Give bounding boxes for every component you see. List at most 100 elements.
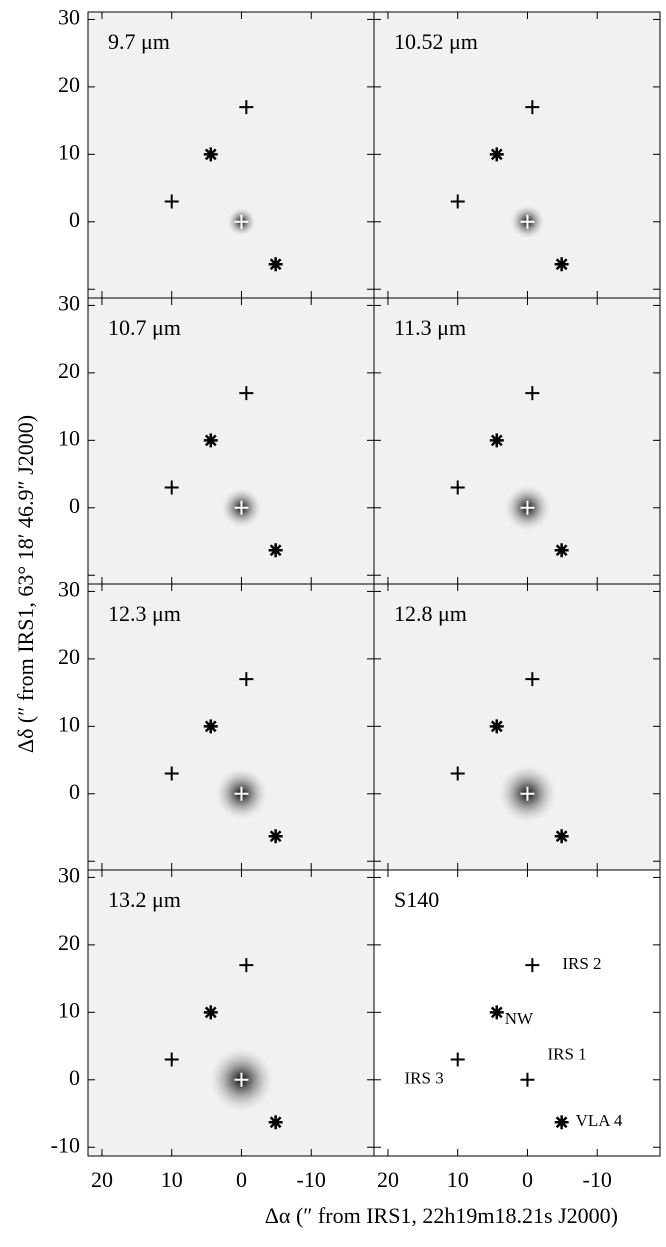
- source-marker: [234, 1072, 249, 1087]
- source-marker: [234, 500, 249, 515]
- marker-shape: [450, 480, 465, 495]
- marker-shape: [164, 194, 179, 209]
- marker-shape: [234, 1072, 249, 1087]
- panel-background: [374, 584, 660, 870]
- y-tick-label: 0: [69, 779, 80, 804]
- marker-shape: [489, 719, 504, 734]
- y-tick-label: 10: [58, 711, 80, 736]
- source-marker: [239, 100, 254, 115]
- marker-shape: [164, 1052, 179, 1067]
- source-marker: [450, 766, 465, 781]
- source-marker: [268, 1115, 283, 1130]
- x-tick-label: -10: [583, 1167, 612, 1192]
- y-tick-label: 0: [69, 493, 80, 518]
- panel-background: [374, 298, 660, 584]
- x-tick-label: 10: [161, 1167, 183, 1192]
- panel-title: 10.7 μm: [108, 315, 181, 340]
- marker-shape: [525, 100, 540, 115]
- panel-background: [88, 870, 374, 1156]
- source-marker: [234, 786, 249, 801]
- source-marker: [164, 1052, 179, 1067]
- source-marker: [525, 958, 540, 973]
- x-tick-label: -10: [297, 1167, 326, 1192]
- y-tick-label: 30: [58, 862, 80, 887]
- marker-shape: [164, 766, 179, 781]
- marker-shape: [234, 214, 249, 229]
- y-tick-label: 20: [58, 644, 80, 669]
- marker-shape: [164, 480, 179, 495]
- marker-shape: [525, 958, 540, 973]
- panel-title: 13.2 μm: [108, 887, 181, 912]
- marker-shape: [203, 1005, 218, 1020]
- marker-shape: [239, 386, 254, 401]
- x-tick-label: 0: [236, 1167, 247, 1192]
- y-axis-label: Δδ (″ from IRS1, 63° 18′ 46.9″ J2000): [13, 415, 38, 753]
- panel-background: [88, 12, 374, 298]
- source-marker: [525, 386, 540, 401]
- y-tick-label: 20: [58, 930, 80, 955]
- source-marker: [554, 829, 569, 844]
- y-tick-label: 0: [69, 207, 80, 232]
- source-marker: [164, 480, 179, 495]
- marker-shape: [203, 433, 218, 448]
- panel-frame: [373, 869, 661, 1157]
- marker-shape: [268, 543, 283, 558]
- y-tick-label: 10: [58, 997, 80, 1022]
- x-tick-label: 0: [522, 1167, 533, 1192]
- source-marker: [520, 500, 535, 515]
- source-marker: [520, 1072, 535, 1087]
- source-marker: [164, 194, 179, 209]
- source-marker: [203, 1005, 218, 1020]
- y-tick-label: 30: [58, 576, 80, 601]
- source-marker: [239, 958, 254, 973]
- source-marker: [268, 257, 283, 272]
- panel-title: S140: [394, 887, 439, 912]
- source-marker: [268, 829, 283, 844]
- source-marker: [203, 433, 218, 448]
- marker-shape: [203, 719, 218, 734]
- marker-shape: [234, 786, 249, 801]
- marker-shape: [489, 147, 504, 162]
- marker-shape: [554, 257, 569, 272]
- marker-shape: [268, 257, 283, 272]
- y-tick-label: 10: [58, 425, 80, 450]
- y-tick-label: 20: [58, 358, 80, 383]
- marker-shape: [268, 1115, 283, 1130]
- x-tick-label: 20: [91, 1167, 113, 1192]
- source-marker: [450, 1052, 465, 1067]
- marker-shape: [450, 1052, 465, 1067]
- source-marker: [520, 786, 535, 801]
- source-marker: [268, 543, 283, 558]
- marker-shape: [489, 1005, 504, 1020]
- source-marker: [489, 1005, 504, 1020]
- panel-title: 9.7 μm: [108, 29, 170, 54]
- marker-shape: [520, 786, 535, 801]
- marker-shape: [268, 829, 283, 844]
- y-tick-label: 10: [58, 139, 80, 164]
- panel-title: 12.8 μm: [394, 601, 467, 626]
- marker-shape: [525, 386, 540, 401]
- source-marker: [525, 672, 540, 687]
- source-label: IRS 1: [547, 1045, 586, 1064]
- source-marker: [203, 719, 218, 734]
- x-tick-label: 10: [447, 1167, 469, 1192]
- panel-background: [374, 870, 660, 1156]
- marker-shape: [554, 1115, 569, 1130]
- marker-shape: [520, 500, 535, 515]
- marker-shape: [450, 766, 465, 781]
- source-label: NW: [505, 1009, 534, 1028]
- marker-shape: [239, 958, 254, 973]
- panel-background: [88, 298, 374, 584]
- source-marker: [450, 480, 465, 495]
- marker-shape: [239, 100, 254, 115]
- source-marker: [554, 543, 569, 558]
- source-marker: [239, 386, 254, 401]
- source-label: IRS 2: [562, 954, 601, 973]
- source-marker: [234, 214, 249, 229]
- source-marker: [554, 1115, 569, 1130]
- marker-shape: [520, 214, 535, 229]
- source-marker: [489, 147, 504, 162]
- source-marker: [239, 672, 254, 687]
